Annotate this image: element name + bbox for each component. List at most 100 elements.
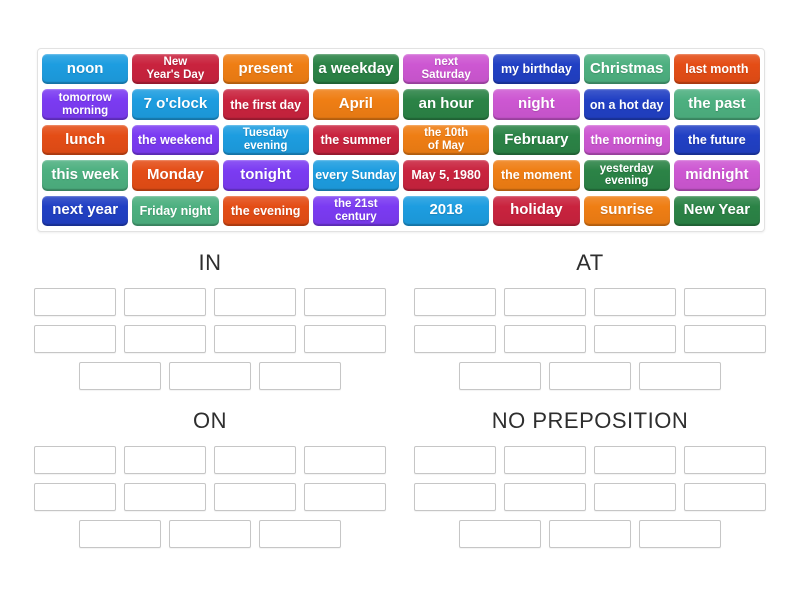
- group-title: AT: [576, 250, 604, 275]
- tile-noon[interactable]: noon: [42, 54, 129, 85]
- drop-slot[interactable]: [684, 325, 766, 353]
- tile-the-future[interactable]: the future: [673, 124, 760, 156]
- drop-slot[interactable]: [594, 325, 676, 353]
- tile-christmas[interactable]: Christmas: [583, 54, 670, 85]
- drop-slot[interactable]: [504, 325, 586, 353]
- group-at: AT: [400, 244, 780, 390]
- drop-slot[interactable]: [304, 325, 386, 353]
- tile-tonight[interactable]: tonight: [222, 160, 309, 191]
- tile-april[interactable]: April: [312, 89, 399, 120]
- drop-slot[interactable]: [214, 325, 296, 353]
- tile-the-summer[interactable]: the summer: [312, 124, 399, 156]
- tile-new-year[interactable]: New Year: [673, 195, 760, 226]
- slot-row: [20, 483, 400, 511]
- drop-slot[interactable]: [79, 362, 161, 390]
- slot-row: [20, 325, 400, 353]
- tile-next-year[interactable]: next year: [42, 195, 129, 226]
- tile-midnight[interactable]: midnight: [673, 160, 760, 191]
- tile-on-a-hot-day[interactable]: on a hot day: [583, 89, 670, 120]
- drop-slot[interactable]: [504, 288, 586, 316]
- drop-slot[interactable]: [34, 325, 116, 353]
- tile-the-morning[interactable]: the morning: [583, 124, 670, 156]
- tile-the-evening[interactable]: the evening: [222, 195, 309, 226]
- tile-holiday[interactable]: holiday: [493, 195, 580, 226]
- drop-slot[interactable]: [684, 446, 766, 474]
- tile-the-10th-of-may[interactable]: the 10th of May: [403, 124, 490, 156]
- tile-a-weekday[interactable]: a weekday: [312, 54, 399, 85]
- slot-row: [20, 362, 400, 390]
- drop-slot[interactable]: [414, 483, 496, 511]
- drop-slot[interactable]: [34, 446, 116, 474]
- drop-slot[interactable]: [124, 288, 206, 316]
- drop-slot[interactable]: [639, 362, 721, 390]
- drop-slot[interactable]: [684, 483, 766, 511]
- drop-slot[interactable]: [214, 288, 296, 316]
- drop-slot[interactable]: [169, 362, 251, 390]
- tile-last-month[interactable]: last month: [673, 54, 760, 85]
- drop-slot[interactable]: [504, 483, 586, 511]
- drop-slot[interactable]: [169, 520, 251, 548]
- tile-sunrise[interactable]: sunrise: [583, 195, 670, 226]
- tile-friday-night[interactable]: Friday night: [132, 195, 219, 226]
- group-title: IN: [198, 250, 222, 275]
- drop-slot[interactable]: [124, 483, 206, 511]
- drop-slot[interactable]: [414, 446, 496, 474]
- tile-february[interactable]: February: [493, 124, 580, 156]
- group-title: ON: [193, 408, 227, 433]
- tile-yesterday-evening[interactable]: yesterday evening: [583, 160, 670, 191]
- drop-slot[interactable]: [34, 288, 116, 316]
- drop-slot[interactable]: [79, 520, 161, 548]
- tile-tuesday-evening[interactable]: Tuesday evening: [222, 124, 309, 156]
- tile-2018[interactable]: 2018: [403, 195, 490, 226]
- drop-slot[interactable]: [459, 520, 541, 548]
- tile-the-moment[interactable]: the moment: [493, 160, 580, 191]
- tile-night[interactable]: night: [493, 89, 580, 120]
- tile-this-week[interactable]: this week: [42, 160, 129, 191]
- drop-slot[interactable]: [214, 446, 296, 474]
- drop-slot[interactable]: [684, 288, 766, 316]
- tile-lunch[interactable]: lunch: [42, 124, 129, 156]
- slot-row: [400, 520, 780, 548]
- drop-slot[interactable]: [124, 446, 206, 474]
- tile-tomorrow-morning[interactable]: tomorrow morning: [42, 89, 129, 120]
- drop-slot[interactable]: [304, 483, 386, 511]
- tile-next-saturday[interactable]: next Saturday: [403, 54, 490, 85]
- slot-row: [400, 362, 780, 390]
- tile-7-o-clock[interactable]: 7 o'clock: [132, 89, 219, 120]
- tile-the-21st-century[interactable]: the 21st century: [312, 195, 399, 226]
- group-in: IN: [20, 244, 400, 390]
- drop-slot[interactable]: [504, 446, 586, 474]
- drop-slot[interactable]: [259, 520, 341, 548]
- drop-slot[interactable]: [594, 483, 676, 511]
- tile-board: noon New Year's Day present a weekday next S…: [37, 48, 765, 232]
- drop-slot[interactable]: [259, 362, 341, 390]
- tile-the-first-day[interactable]: the first day: [222, 89, 309, 120]
- drop-slot[interactable]: [214, 483, 296, 511]
- slot-row: [20, 520, 400, 548]
- tile-monday[interactable]: Monday: [132, 160, 219, 191]
- drop-slot[interactable]: [639, 520, 721, 548]
- tile-the-past[interactable]: the past: [673, 89, 760, 120]
- tile-present[interactable]: present: [222, 54, 309, 85]
- drop-slot[interactable]: [414, 288, 496, 316]
- tile-my-birthday[interactable]: my birthday: [493, 54, 580, 85]
- drop-slot[interactable]: [304, 446, 386, 474]
- slot-row: [400, 325, 780, 353]
- drop-slot[interactable]: [549, 362, 631, 390]
- drop-slot[interactable]: [594, 446, 676, 474]
- tile-may-5-1980[interactable]: May 5, 1980: [403, 160, 490, 191]
- tile-every-sunday[interactable]: every Sunday: [312, 160, 399, 191]
- tile-an-hour[interactable]: an hour: [403, 89, 490, 120]
- drop-slot[interactable]: [34, 483, 116, 511]
- drop-slot[interactable]: [459, 362, 541, 390]
- drop-slot[interactable]: [549, 520, 631, 548]
- drop-slot[interactable]: [414, 325, 496, 353]
- drop-slot[interactable]: [304, 288, 386, 316]
- tile-the-weekend[interactable]: the weekend: [132, 124, 219, 156]
- drop-slot[interactable]: [124, 325, 206, 353]
- tile-new-year-s-day[interactable]: New Year's Day: [132, 54, 219, 85]
- slot-row: [400, 483, 780, 511]
- drop-slot[interactable]: [594, 288, 676, 316]
- group-no-preposition: NO PREPOSITION: [400, 402, 780, 548]
- groups-grid: IN AT ON NO PREPOSITION: [0, 244, 800, 548]
